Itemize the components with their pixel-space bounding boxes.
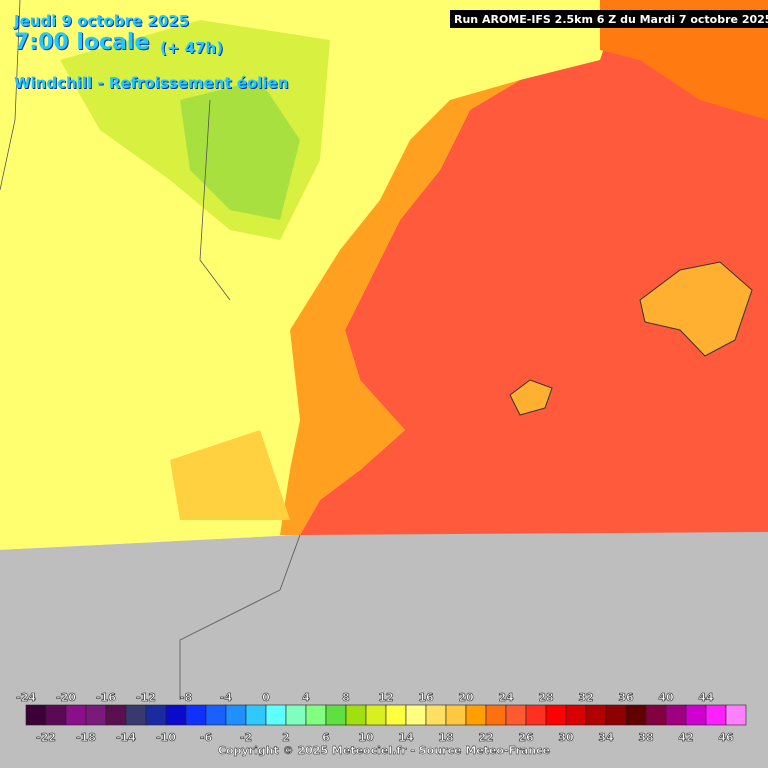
colorbar-label: 28 [538, 691, 553, 704]
colorbar-label: 40 [658, 691, 674, 704]
colorbar-cell [145, 704, 167, 726]
colorbar-label: 4 [302, 691, 310, 704]
colorbar-cell [465, 704, 487, 726]
copyright: Copyright © 2025 Meteociel.fr - Source M… [218, 744, 550, 757]
colorbar-label: 36 [618, 691, 634, 704]
lead-time: (+ 47h) [160, 39, 224, 57]
colorbar-label: 8 [342, 691, 350, 704]
colorbar-cell [525, 704, 547, 726]
colorbar-label: 30 [558, 731, 574, 744]
colorbar-cell [265, 704, 287, 726]
colorbar-cell [585, 704, 607, 726]
colorbar-label: 38 [638, 731, 653, 744]
colorbar-label: 32 [578, 691, 593, 704]
land-warm [170, 430, 290, 520]
colorbar-label: 0 [262, 691, 270, 704]
colorbar-label: 26 [518, 731, 534, 744]
colorbar-label: -24 [16, 691, 36, 704]
colorbar-cell [225, 704, 247, 726]
colorbar-cell [85, 704, 107, 726]
colorbar-cell [385, 704, 407, 726]
colorbar-cell [645, 704, 667, 726]
island-ibiza [509, 379, 553, 416]
run-box [450, 10, 768, 28]
colorbar-label: 16 [418, 691, 434, 704]
colorbar-cell [705, 704, 727, 726]
colorbar-label: 42 [678, 731, 693, 744]
colorbar-label: -20 [56, 691, 76, 704]
colorbar-label: 46 [718, 731, 734, 744]
colorbar-cell [325, 704, 347, 726]
colorbar-label: -2 [240, 731, 252, 744]
colorbar-cell [165, 704, 187, 726]
colorbar-label: 2 [282, 731, 290, 744]
green-core [180, 80, 300, 220]
colorbar-label: -10 [156, 731, 176, 744]
colorbar-label: -12 [136, 691, 156, 704]
colorbar-label: 24 [498, 691, 514, 704]
colorbar-label: -16 [96, 691, 116, 704]
colorbar-cell [405, 704, 427, 726]
island-mallorca [639, 261, 753, 357]
colorbar-cell [365, 704, 387, 726]
colorbar-cell [105, 704, 127, 726]
colorbar-cell [725, 704, 747, 726]
colorbar-cell [185, 704, 207, 726]
borders [0, 0, 301, 700]
time: 7:00 locale [14, 30, 150, 55]
colorbar-label: -14 [116, 731, 136, 744]
colorbar-label: -22 [36, 731, 56, 744]
colorbar-cell [565, 704, 587, 726]
colorbar-label: 20 [458, 691, 474, 704]
colorbar-label: 18 [438, 731, 453, 744]
colorbar-label: -6 [200, 731, 213, 744]
colorbar-label: 34 [598, 731, 614, 744]
colorbar-cell [305, 704, 327, 726]
coast-band [280, 80, 520, 535]
colorbar-label: -18 [76, 731, 96, 744]
run-info: Run AROME-IFS 2.5km 6 Z du Mardi 7 octob… [454, 13, 768, 26]
colorbar-label: 14 [398, 731, 414, 744]
date: Jeudi 9 octobre 2025 [14, 12, 190, 30]
colorbar-label: 6 [322, 731, 330, 744]
colorbar-cell [125, 704, 147, 726]
colorbar-cell [445, 704, 467, 726]
colorbar-cell [345, 704, 367, 726]
colorbar-label: -4 [220, 691, 233, 704]
colorbar-label: 44 [698, 691, 714, 704]
colorbar-cell [205, 704, 227, 726]
colorbar-cell [425, 704, 447, 726]
colorbar-label: 22 [478, 731, 493, 744]
colorbar-cell [605, 704, 627, 726]
colorbar-cell [485, 704, 507, 726]
colorbar-cell [625, 704, 647, 726]
colorbar-cell [685, 704, 707, 726]
colorbar-label: 10 [358, 731, 374, 744]
colorbar-label: -8 [180, 691, 192, 704]
colorbar-label: 12 [378, 691, 393, 704]
colorbar: -24-22-20-18-16-14-12-10-8-6-4-202468101… [16, 691, 747, 744]
colorbar-cell [505, 704, 527, 726]
colorbar-cell [285, 704, 307, 726]
product: Windchill - Refroissement éolien [14, 74, 289, 92]
colorbar-cell [65, 704, 87, 726]
colorbar-cell [25, 704, 47, 726]
colorbar-cell [545, 704, 567, 726]
colorbar-cell [245, 704, 267, 726]
colorbar-cell [45, 704, 67, 726]
colorbar-cell [665, 704, 687, 726]
land-orange [600, 0, 768, 120]
